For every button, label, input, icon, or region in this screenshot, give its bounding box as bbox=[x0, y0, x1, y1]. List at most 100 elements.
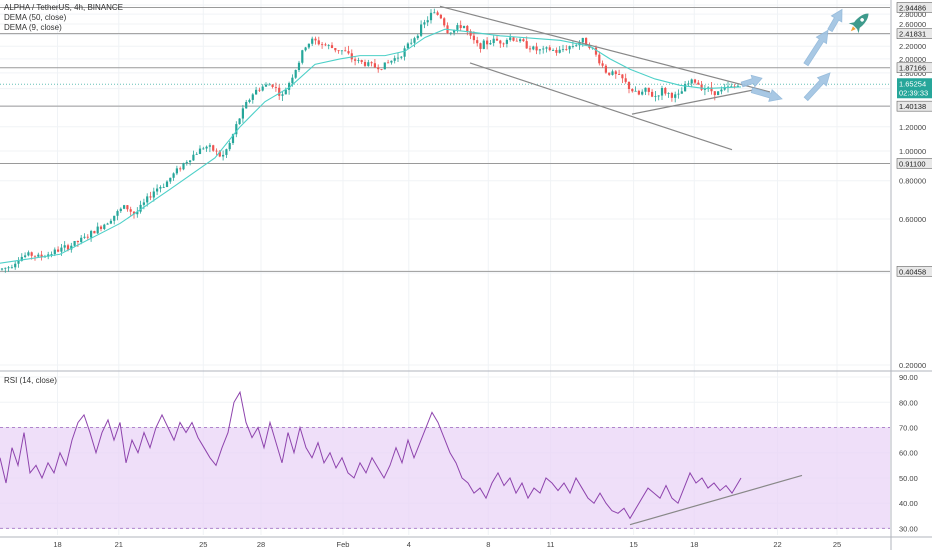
candle-body bbox=[360, 60, 363, 62]
rsi-axis-tick-label: 30.00 bbox=[899, 524, 918, 533]
candle-body bbox=[670, 93, 673, 98]
candle-body bbox=[321, 44, 324, 46]
candle-body bbox=[10, 267, 13, 269]
price-axis-tick-label: 2.20000 bbox=[899, 42, 926, 51]
candle-body bbox=[631, 89, 634, 92]
time-axis-tick-label: Feb bbox=[337, 540, 350, 549]
candle-body bbox=[123, 205, 126, 209]
candle-body bbox=[657, 95, 660, 97]
candle-body bbox=[545, 47, 548, 49]
level-price-tag-label: 2.94486 bbox=[899, 3, 926, 12]
candle-body bbox=[538, 49, 541, 51]
candle-body bbox=[690, 79, 693, 84]
candle-body bbox=[651, 91, 654, 97]
level-price-tag bbox=[896, 28, 932, 39]
arrow-up-3 bbox=[827, 8, 843, 33]
candle-body bbox=[552, 50, 555, 51]
candle-body bbox=[99, 226, 103, 229]
candle-body bbox=[687, 83, 690, 85]
candle-body bbox=[50, 254, 53, 255]
candle-body bbox=[4, 267, 7, 269]
candle-body bbox=[479, 43, 482, 49]
candle-body bbox=[109, 220, 112, 224]
candle-body bbox=[598, 54, 601, 64]
candle-body bbox=[680, 91, 683, 94]
candle-body bbox=[581, 37, 584, 43]
candle-body bbox=[70, 245, 73, 250]
candle-body bbox=[103, 224, 106, 229]
level-price-tag-label: 0.40458 bbox=[899, 267, 926, 276]
candle-body bbox=[439, 14, 442, 19]
candle-body bbox=[684, 84, 687, 92]
symbol-title: ALPHA / TetherUS, 4h, BINANCE bbox=[4, 3, 124, 12]
candle-body bbox=[370, 62, 373, 64]
falling-wedge-lower-line bbox=[469, 62, 733, 151]
candle-body bbox=[307, 43, 310, 48]
rsi-rising-trendline bbox=[629, 474, 803, 526]
price-axis-tick-label: 1.00000 bbox=[899, 147, 926, 156]
candle-body bbox=[634, 90, 637, 92]
rsi-axis-tick-label: 90.00 bbox=[899, 373, 918, 382]
candle-body bbox=[354, 59, 357, 61]
candle-body bbox=[294, 69, 297, 78]
candle-body bbox=[674, 94, 677, 98]
candle-body bbox=[525, 41, 528, 49]
candle-body bbox=[14, 263, 17, 268]
candle-body bbox=[571, 46, 574, 47]
candle-body bbox=[215, 150, 218, 152]
candle-body bbox=[291, 77, 294, 84]
candle-body bbox=[37, 254, 40, 257]
dema-50-line bbox=[0, 28, 742, 264]
candle-body bbox=[327, 45, 330, 47]
candle-body bbox=[208, 145, 211, 147]
candle-body bbox=[350, 53, 353, 60]
rsi-axis-tick-label: 50.00 bbox=[899, 474, 918, 483]
candle-body bbox=[512, 37, 515, 41]
candle-body bbox=[340, 50, 343, 52]
time-axis-tick-label: 28 bbox=[257, 540, 265, 549]
candle-body bbox=[519, 39, 522, 42]
candle-body bbox=[532, 46, 535, 50]
candle-body bbox=[189, 160, 192, 163]
candle-body bbox=[7, 267, 10, 269]
candle-body bbox=[169, 177, 172, 182]
arrow-up-2 bbox=[803, 29, 829, 67]
candle-body bbox=[96, 226, 99, 234]
candle-body bbox=[281, 94, 284, 96]
level-price-tag bbox=[896, 158, 932, 169]
candle-body bbox=[116, 211, 119, 216]
price-axis-tick-label: 0.80000 bbox=[899, 177, 926, 186]
candle-body bbox=[146, 196, 149, 203]
candle-body bbox=[288, 83, 291, 90]
time-axis-tick-label: 18 bbox=[690, 540, 698, 549]
current-price-tag bbox=[897, 78, 932, 99]
candle-body bbox=[63, 245, 66, 248]
candle-body bbox=[528, 48, 532, 50]
candle-body bbox=[53, 249, 56, 255]
candle-body bbox=[357, 60, 360, 61]
candle-body bbox=[637, 90, 640, 95]
time-axis-tick-label: 4 bbox=[407, 540, 411, 549]
candle-body bbox=[324, 44, 327, 46]
candle-body bbox=[33, 255, 37, 257]
candle-body bbox=[198, 148, 202, 154]
candle-body bbox=[608, 72, 611, 75]
candle-body bbox=[139, 204, 142, 212]
candle-body bbox=[297, 62, 301, 70]
candle-body bbox=[0, 268, 4, 270]
candle-body bbox=[195, 153, 198, 155]
candle-body bbox=[453, 29, 456, 33]
candle-body bbox=[27, 252, 30, 256]
indicator-dema-9-label: DEMA (9, close) bbox=[4, 23, 62, 32]
candle-body bbox=[202, 148, 205, 150]
arrow-breakout-small bbox=[740, 74, 763, 88]
candle-body bbox=[697, 82, 700, 85]
candle-body bbox=[565, 49, 568, 51]
time-axis-tick-label: 15 bbox=[629, 540, 637, 549]
candle-body bbox=[347, 51, 350, 54]
candle-body bbox=[132, 211, 136, 215]
candle-body bbox=[258, 89, 261, 91]
time-axis-tick-label: 8 bbox=[486, 540, 490, 549]
candle-body bbox=[377, 67, 380, 70]
